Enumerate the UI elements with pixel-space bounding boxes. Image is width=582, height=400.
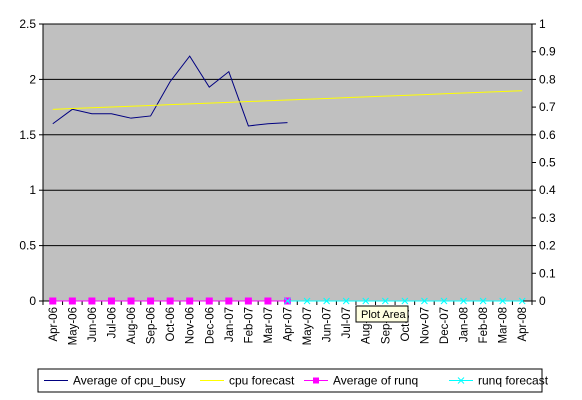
- right-axis-tick-label: 0.6: [539, 128, 556, 142]
- data-point-runq-forecast: [460, 297, 467, 305]
- category-label: Apr-07: [283, 307, 295, 342]
- category-label: Jan-08: [459, 307, 471, 342]
- left-axis-tick-label: 2: [29, 72, 36, 86]
- category-label: Aug-06: [126, 307, 138, 344]
- left-axis-tick-label: 1.5: [19, 128, 36, 142]
- right-axis-tick-label: 0.5: [539, 156, 556, 170]
- data-point-runq-forecast: [342, 297, 350, 305]
- left-axis-tick-label: 2.5: [19, 17, 36, 31]
- data-point-runq-forecast: [479, 297, 487, 305]
- category-label: May-07: [302, 307, 314, 345]
- marker-stroke: [381, 297, 389, 305]
- category-label: Dec-06: [204, 307, 216, 344]
- category-label: Apr-08: [517, 307, 529, 342]
- data-point-runq-forecast: [440, 297, 448, 305]
- left-axis-tick-label: 0.5: [19, 239, 36, 253]
- data-point-average-of-runq: [186, 297, 194, 305]
- data-point-average-of-runq: [225, 297, 233, 305]
- marker-stroke: [499, 297, 507, 305]
- category-label: Sep-06: [146, 307, 158, 344]
- legend-marker-runq-forecast: [457, 377, 465, 384]
- marker-stroke: [362, 297, 370, 305]
- category-label: Nov-06: [185, 307, 197, 344]
- series-line-cpu-forecast: [52, 90, 523, 110]
- right-axis: 0 0.1 0.2 0.3 0.4 0.5 0.6 0.7 0.8 0.9 1: [531, 17, 556, 308]
- data-point-average-of-runq: [244, 297, 252, 305]
- right-axis-tick-label: 0.1: [539, 266, 556, 280]
- left-axis: 0 0.5 1 1.5 2 2.5: [19, 17, 44, 308]
- marker-stroke: [440, 297, 448, 305]
- right-axis-tick-label: 0.3: [539, 211, 556, 225]
- legend-box[interactable]: [37, 368, 543, 393]
- data-point-runq-forecast: [499, 297, 507, 305]
- marker-stroke: [460, 297, 467, 305]
- data-point-runq-forecast: [303, 297, 311, 305]
- left-axis-tick-label: 0: [29, 294, 36, 308]
- marker-stroke: [421, 297, 428, 305]
- category-label: Nov-07: [419, 307, 431, 344]
- category-label: Jul-07: [341, 307, 353, 338]
- marker-stroke: [518, 297, 526, 305]
- series-line-average-of-cpu-busy: [52, 55, 288, 127]
- category-label: Feb-08: [478, 307, 490, 343]
- legend[interactable]: Average of cpu_busy cpu forecast Average o…: [37, 368, 549, 393]
- marker-stroke: [323, 297, 330, 305]
- data-point-runq-forecast: [421, 297, 428, 305]
- tooltip-box: [355, 305, 409, 323]
- legend-label-average-of-cpu-busy: Average of cpu_busy: [73, 374, 186, 388]
- category-label: Mar-08: [498, 307, 510, 343]
- series-group: [49, 55, 526, 305]
- marker-stroke: [303, 297, 311, 305]
- legend-label-cpu-forecast: cpu forecast: [229, 374, 295, 388]
- legend-label-runq-forecast: runq forecast: [478, 374, 549, 388]
- data-point-runq-forecast: [381, 297, 389, 305]
- category-label: Jan-07: [224, 307, 236, 342]
- data-point-average-of-runq: [49, 297, 57, 305]
- marker-stroke: [342, 297, 350, 305]
- marker-stroke: [401, 297, 409, 305]
- right-axis-tick-label: 0.8: [539, 72, 556, 86]
- data-point-average-of-runq: [264, 297, 272, 305]
- legend-label-average-of-runq: Average of runq: [333, 374, 418, 388]
- plot-area-tooltip: Plot Area: [355, 305, 409, 323]
- data-point-runq-forecast: [518, 297, 526, 305]
- data-point-average-of-runq: [147, 297, 155, 305]
- plot-area[interactable]: [42, 23, 533, 302]
- right-axis-tick-label: 0.7: [539, 100, 556, 114]
- right-axis-tick-label: 1: [539, 17, 546, 31]
- marker-stroke: [479, 297, 487, 305]
- category-label: Dec-07: [439, 307, 451, 344]
- category-label: Jun-07: [322, 307, 334, 342]
- category-label: Mar-07: [263, 307, 275, 343]
- data-point-average-of-runq: [107, 297, 115, 305]
- data-point-average-of-runq: [68, 297, 76, 305]
- category-label: Oct-06: [165, 307, 177, 342]
- data-point-average-of-runq: [205, 297, 213, 305]
- legend-marker-average-of-runq: [313, 377, 319, 384]
- category-label: Feb-07: [243, 307, 255, 343]
- category-label: Apr-06: [48, 307, 60, 342]
- data-point-runq-forecast: [401, 297, 409, 305]
- category-axis: Apr-06 May-06 Jun-06 Jul-06 Aug-06 Sep-06 Oct-…: [42, 300, 533, 345]
- data-point-average-of-runq: [88, 297, 96, 305]
- marker-stroke: [284, 297, 291, 305]
- right-axis-tick-label: 0.9: [539, 45, 556, 59]
- right-axis-tick-label: 0.2: [539, 239, 556, 253]
- data-point-runq-forecast: [284, 297, 291, 305]
- right-axis-tick-label: 0.4: [539, 183, 556, 197]
- data-point-average-of-runq: [127, 297, 135, 305]
- category-label: May-06: [67, 307, 79, 345]
- data-point-runq-forecast: [362, 297, 370, 305]
- right-axis-tick-label: 0: [539, 294, 546, 308]
- plot-area-group[interactable]: [42, 23, 533, 302]
- tooltip-text: Plot Area: [361, 309, 407, 321]
- data-point-average-of-runq: [166, 297, 174, 305]
- left-axis-tick-label: 1: [29, 183, 36, 197]
- data-point-runq-forecast: [323, 297, 330, 305]
- category-label: Jun-06: [87, 307, 99, 342]
- category-label: Jul-06: [106, 307, 118, 338]
